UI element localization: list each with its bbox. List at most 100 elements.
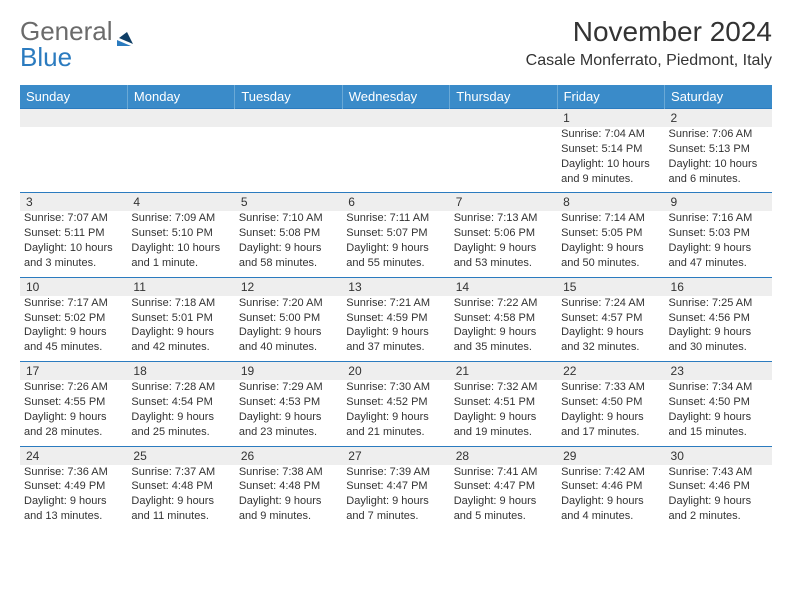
sunrise-text: Sunrise: 7:13 AM	[454, 211, 553, 226]
sunset-text: Sunset: 5:10 PM	[131, 226, 230, 241]
day-cell: Sunrise: 7:04 AMSunset: 5:14 PMDaylight:…	[557, 127, 664, 193]
week-daynum-row: 12	[20, 109, 772, 128]
day-cell: Sunrise: 7:18 AMSunset: 5:01 PMDaylight:…	[127, 296, 234, 362]
day-number-cell: 26	[235, 446, 342, 465]
day-cell: Sunrise: 7:16 AMSunset: 5:03 PMDaylight:…	[665, 211, 772, 277]
dow-tuesday: Tuesday	[235, 85, 342, 109]
sunrise-text: Sunrise: 7:38 AM	[239, 465, 338, 480]
dow-sunday: Sunday	[20, 85, 127, 109]
week-content-row: Sunrise: 7:07 AMSunset: 5:11 PM Daylight:…	[20, 211, 772, 277]
daylight-text: Daylight: 9 hours and 17 minutes.	[561, 410, 660, 440]
day-cell: Sunrise: 7:33 AMSunset: 4:50 PMDaylight:…	[557, 380, 664, 446]
daylight-text: Daylight: 9 hours and 55 minutes.	[346, 241, 445, 271]
day-cell: Sunrise: 7:25 AMSunset: 4:56 PMDaylight:…	[665, 296, 772, 362]
sunset-text: Sunset: 4:57 PM	[561, 311, 660, 326]
day-cell	[235, 127, 342, 193]
day-cell: Sunrise: 7:42 AMSunset: 4:46 PMDaylight:…	[557, 465, 664, 530]
day-number-cell: 20	[342, 362, 449, 381]
day-cell: Sunrise: 7:10 AMSunset: 5:08 PMDaylight:…	[235, 211, 342, 277]
day-of-week-row: Sunday Monday Tuesday Wednesday Thursday…	[20, 85, 772, 109]
day-cell: Sunrise: 7:36 AMSunset: 4:49 PMDaylight:…	[20, 465, 127, 530]
day-number-cell: 25	[127, 446, 234, 465]
day-number-cell	[342, 109, 449, 128]
sunrise-text: Sunrise: 7:42 AM	[561, 465, 660, 480]
sunrise-text: Sunrise: 7:24 AM	[561, 296, 660, 311]
daylight-text: Daylight: 9 hours and 30 minutes.	[669, 325, 768, 355]
sunrise-text: Sunrise: 7:04 AM	[561, 127, 660, 142]
daylight-text: Daylight: 9 hours and 5 minutes.	[454, 494, 553, 524]
day-number-cell: 29	[557, 446, 664, 465]
daylight-text: Daylight: 9 hours and 25 minutes.	[131, 410, 230, 440]
daylight-text: Daylight: 9 hours and 35 minutes.	[454, 325, 553, 355]
day-cell: Sunrise: 7:21 AMSunset: 4:59 PMDaylight:…	[342, 296, 449, 362]
sunset-text: Sunset: 5:05 PM	[561, 226, 660, 241]
sunrise-text: Sunrise: 7:41 AM	[454, 465, 553, 480]
daylight-text: Daylight: 9 hours and 4 minutes.	[561, 494, 660, 524]
sunset-text: Sunset: 5:02 PM	[24, 311, 123, 326]
daylight-text: Daylight: 9 hours and 19 minutes.	[454, 410, 553, 440]
sunrise-text: Sunrise: 7:09 AM	[131, 211, 230, 226]
sunset-text: Sunset: 4:58 PM	[454, 311, 553, 326]
daylight-text: Daylight: 9 hours and 23 minutes.	[239, 410, 338, 440]
week-content-row: Sunrise: 7:36 AMSunset: 4:49 PM Daylight:…	[20, 465, 772, 530]
sunset-text: Sunset: 4:56 PM	[669, 311, 768, 326]
sunrise-text: Sunrise: 7:33 AM	[561, 380, 660, 395]
daylight-text: Daylight: 9 hours and 21 minutes.	[346, 410, 445, 440]
dow-friday: Friday	[557, 85, 664, 109]
day-number-cell: 2	[665, 109, 772, 128]
day-cell: Sunrise: 7:28 AMSunset: 4:54 PMDaylight:…	[127, 380, 234, 446]
day-cell: Sunrise: 7:20 AMSunset: 5:00 PMDaylight:…	[235, 296, 342, 362]
day-cell: Sunrise: 7:11 AMSunset: 5:07 PMDaylight:…	[342, 211, 449, 277]
sunset-text: Sunset: 4:51 PM	[454, 395, 553, 410]
sunset-text: Sunset: 5:06 PM	[454, 226, 553, 241]
day-number-cell: 28	[450, 446, 557, 465]
title-block: November 2024 Casale Monferrato, Piedmon…	[526, 16, 772, 70]
day-cell: Sunrise: 7:38 AMSunset: 4:48 PMDaylight:…	[235, 465, 342, 530]
sunset-text: Sunset: 4:47 PM	[346, 479, 445, 494]
day-number-cell: 18	[127, 362, 234, 381]
sunset-text: Sunset: 5:11 PM	[24, 226, 123, 241]
day-number-cell: 7	[450, 193, 557, 212]
sunset-text: Sunset: 4:50 PM	[561, 395, 660, 410]
month-title: November 2024	[526, 16, 772, 48]
day-number-cell: 15	[557, 277, 664, 296]
day-cell: Sunrise: 7:17 AMSunset: 5:02 PMDaylight:…	[20, 296, 127, 362]
sunrise-text: Sunrise: 7:39 AM	[346, 465, 445, 480]
sunrise-text: Sunrise: 7:36 AM	[24, 465, 123, 480]
sunset-text: Sunset: 4:48 PM	[239, 479, 338, 494]
daylight-text: Daylight: 10 hours and 6 minutes.	[669, 157, 768, 187]
sunrise-text: Sunrise: 7:26 AM	[24, 380, 123, 395]
sunset-text: Sunset: 4:55 PM	[24, 395, 123, 410]
day-cell: Sunrise: 7:37 AMSunset: 4:48 PMDaylight:…	[127, 465, 234, 530]
sunset-text: Sunset: 4:54 PM	[131, 395, 230, 410]
sunrise-text: Sunrise: 7:06 AM	[669, 127, 768, 142]
day-number-cell: 22	[557, 362, 664, 381]
sunrise-text: Sunrise: 7:28 AM	[131, 380, 230, 395]
day-number-cell: 4	[127, 193, 234, 212]
dow-wednesday: Wednesday	[342, 85, 449, 109]
week-daynum-row: 3456789	[20, 193, 772, 212]
day-cell: Sunrise: 7:26 AMSunset: 4:55 PMDaylight:…	[20, 380, 127, 446]
day-cell	[342, 127, 449, 193]
daylight-text: Daylight: 10 hours and 9 minutes.	[561, 157, 660, 187]
day-number-cell: 12	[235, 277, 342, 296]
week-content-row: Sunrise: 7:26 AMSunset: 4:55 PM Daylight:…	[20, 380, 772, 446]
sunrise-text: Sunrise: 7:14 AM	[561, 211, 660, 226]
sunset-text: Sunset: 4:46 PM	[561, 479, 660, 494]
sunset-text: Sunset: 5:00 PM	[239, 311, 338, 326]
sunrise-text: Sunrise: 7:29 AM	[239, 380, 338, 395]
dow-monday: Monday	[127, 85, 234, 109]
daylight-text: Daylight: 9 hours and 53 minutes.	[454, 241, 553, 271]
sunrise-text: Sunrise: 7:07 AM	[24, 211, 123, 226]
sunset-text: Sunset: 4:49 PM	[24, 479, 123, 494]
sunrise-text: Sunrise: 7:30 AM	[346, 380, 445, 395]
daylight-text: Daylight: 9 hours and 40 minutes.	[239, 325, 338, 355]
sunset-text: Sunset: 4:59 PM	[346, 311, 445, 326]
day-number-cell: 24	[20, 446, 127, 465]
day-number-cell	[127, 109, 234, 128]
daylight-text: Daylight: 9 hours and 7 minutes.	[346, 494, 445, 524]
sunset-text: Sunset: 4:53 PM	[239, 395, 338, 410]
day-cell: Sunrise: 7:09 AMSunset: 5:10 PMDaylight:…	[127, 211, 234, 277]
day-number-cell: 10	[20, 277, 127, 296]
location-subtitle: Casale Monferrato, Piedmont, Italy	[526, 52, 772, 70]
